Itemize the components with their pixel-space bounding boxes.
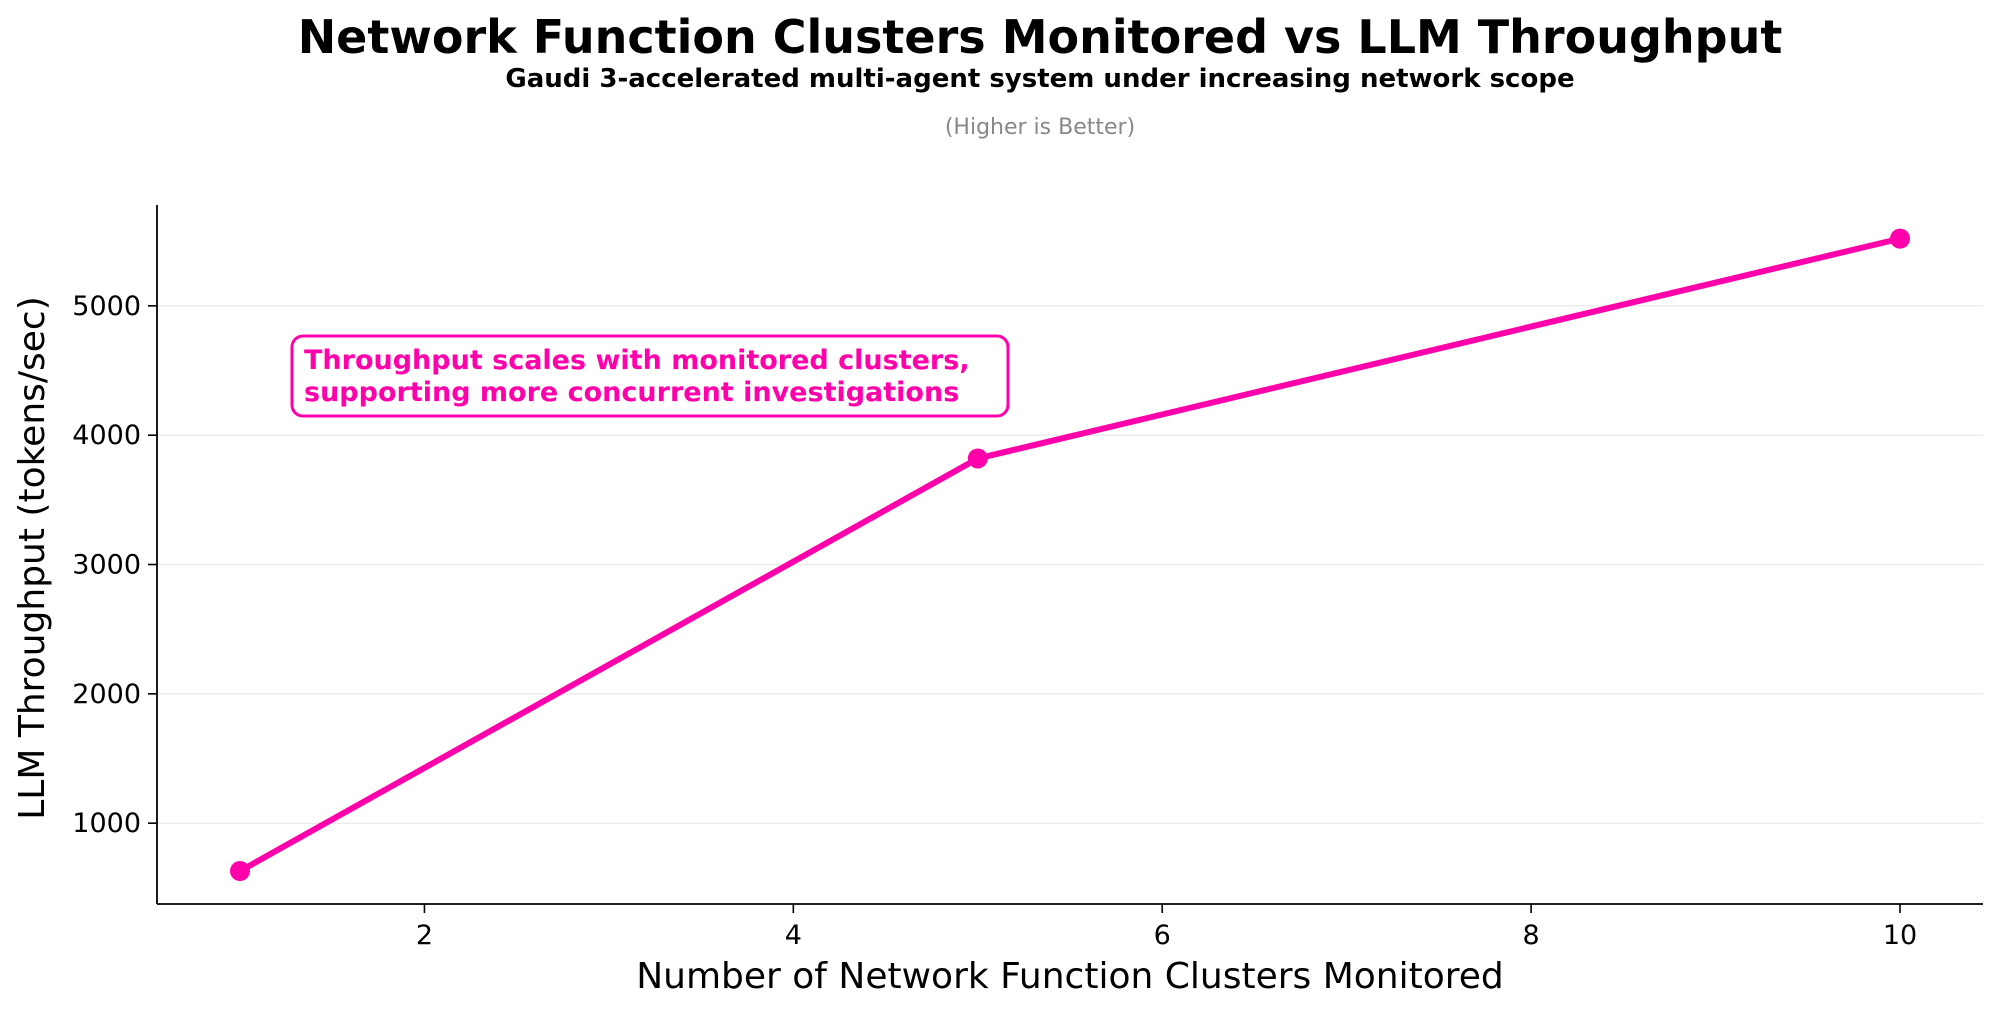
x-tick-label: 10 bbox=[1883, 920, 1917, 951]
annotation-text: Throughput scales with monitored cluster… bbox=[304, 345, 970, 376]
data-point bbox=[967, 448, 988, 469]
annotation: Throughput scales with monitored cluster… bbox=[290, 334, 1010, 418]
x-tick-label: 8 bbox=[1523, 920, 1540, 951]
chart-subtitle: Gaudi 3-accelerated multi-agent system u… bbox=[505, 64, 1575, 94]
x-tick-label: 4 bbox=[785, 920, 802, 951]
data-point bbox=[230, 861, 250, 882]
data-point bbox=[1890, 228, 1910, 249]
y-tick-label: 1000 bbox=[72, 808, 141, 839]
axes bbox=[148, 205, 1983, 913]
tick-labels: 1000 2000 3000 4000 5000 2 4 6 8 10 bbox=[72, 291, 1917, 951]
x-tick-label: 2 bbox=[416, 920, 433, 951]
y-axis-label: LLM Throughput (tokens/sec) bbox=[12, 296, 53, 820]
y-tick-label: 3000 bbox=[72, 550, 141, 581]
annotation-box bbox=[290, 334, 1010, 418]
series-group bbox=[230, 228, 1910, 882]
x-tick-label: 6 bbox=[1154, 920, 1171, 951]
annotation-text: supporting more concurrent investigation… bbox=[304, 377, 959, 408]
chart-title: Network Function Clusters Monitored vs L… bbox=[297, 10, 1783, 64]
x-axis-label: Number of Network Function Clusters Moni… bbox=[636, 956, 1504, 997]
y-tick-label: 4000 bbox=[72, 420, 141, 451]
chart-note: (Higher is Better) bbox=[944, 115, 1136, 140]
y-tick-label: 2000 bbox=[72, 679, 141, 710]
y-tick-label: 5000 bbox=[72, 291, 141, 322]
series-line bbox=[237, 235, 1903, 875]
